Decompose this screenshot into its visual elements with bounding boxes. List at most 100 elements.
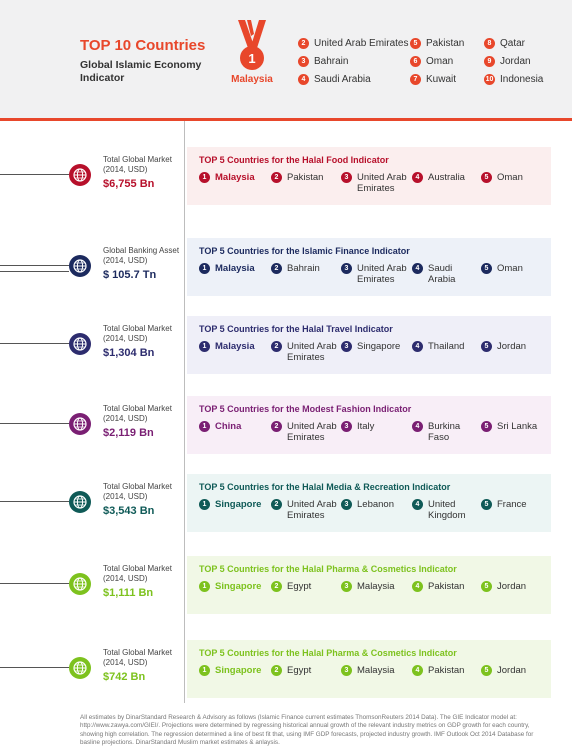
country-item: 3 United Arab Emirates xyxy=(341,263,409,285)
country-item: 2 Bahrain xyxy=(271,263,339,274)
country-name: China xyxy=(215,421,242,432)
medal-icon: 1 xyxy=(238,20,266,70)
sector-row: Total Global Market (2014, USD) $1,304 Bn… xyxy=(0,316,572,376)
country-item: 5 France xyxy=(481,499,541,510)
country-item: 2 Pakistan xyxy=(271,172,339,183)
connector-line xyxy=(0,174,69,175)
country-item: 5 Jordan xyxy=(481,341,541,352)
market-label: Total Global Market (2014, USD) xyxy=(103,564,172,583)
country-name: Bahrain xyxy=(287,263,320,274)
country-rank: 5 xyxy=(481,581,492,592)
country-rank: 2 xyxy=(271,665,282,676)
country-item: 4 Saudi Arabia xyxy=(412,263,480,285)
country-item: 3 Italy xyxy=(341,421,409,432)
medal-country: Malaysia xyxy=(231,74,273,85)
indicator-title: TOP 5 Countries for the Halal Food Indic… xyxy=(199,155,389,165)
header-divider xyxy=(0,118,572,121)
sector-row: Global Banking Asset (2014, USD) $ 105.7 … xyxy=(0,238,572,298)
country-rank: 1 xyxy=(199,263,210,274)
country-rank: 5 xyxy=(481,341,492,352)
connector-line xyxy=(0,265,69,266)
page-subtitle: Global Islamic Economy Indicator xyxy=(80,59,202,84)
country-name: Lebanon xyxy=(357,499,394,510)
indicator-title: TOP 5 Countries for the Modest Fashion I… xyxy=(199,404,412,414)
country-name: Burkina Faso xyxy=(428,421,461,443)
rank-number: 10 xyxy=(484,74,495,85)
rank-country: Bahrain xyxy=(314,56,349,67)
market-value: $742 Bn xyxy=(103,671,146,683)
market-value: $1,111 Bn xyxy=(103,587,154,599)
country-rank: 4 xyxy=(412,499,423,510)
indicator-title: TOP 5 Countries for the Halal Travel Ind… xyxy=(199,324,393,334)
medal-rank: 1 xyxy=(248,51,255,66)
country-item: 2 Egypt xyxy=(271,581,339,592)
country-rank: 4 xyxy=(412,263,423,274)
country-rank: 1 xyxy=(199,665,210,676)
sector-row: Total Global Market (2014, USD) $6,755 Bn… xyxy=(0,147,572,207)
country-rank: 2 xyxy=(271,581,282,592)
rank-country: United Arab Emirates xyxy=(314,38,409,49)
country-rank: 3 xyxy=(341,421,352,432)
rank-number: 4 xyxy=(298,74,309,85)
country-name: Oman xyxy=(497,263,523,274)
country-name: France xyxy=(497,499,527,510)
market-label: Total Global Market (2014, USD) xyxy=(103,648,172,667)
country-item: 1 Singapore xyxy=(199,499,267,510)
rank-number: 8 xyxy=(484,38,495,49)
country-item: 4 Thailand xyxy=(412,341,480,352)
rank-country: Saudi Arabia xyxy=(314,74,371,85)
country-name: Australia xyxy=(428,172,465,183)
country-item: 1 Singapore xyxy=(199,665,267,676)
sector-row: Total Global Market (2014, USD) $742 Bn TO… xyxy=(0,640,572,700)
globe-icon xyxy=(69,255,91,277)
indicator-panel: TOP 5 Countries for the Halal Travel Ind… xyxy=(187,316,551,374)
connector-line xyxy=(0,271,69,272)
rank-item: 2 United Arab Emirates xyxy=(298,38,409,49)
rank-number: 2 xyxy=(298,38,309,49)
country-rank: 5 xyxy=(481,421,492,432)
indicator-panel: TOP 5 Countries for the Islamic Finance … xyxy=(187,238,551,296)
country-name: Pakistan xyxy=(428,581,465,592)
country-item: 4 Pakistan xyxy=(412,665,480,676)
country-name: Jordan xyxy=(497,665,527,676)
country-name: United Arab Emirates xyxy=(287,341,337,363)
country-rank: 2 xyxy=(271,421,282,432)
market-value: $3,543 Bn xyxy=(103,505,155,517)
country-rank: 1 xyxy=(199,499,210,510)
country-name: Malaysia xyxy=(215,341,255,352)
rank-item: 3 Bahrain xyxy=(298,56,348,67)
country-name: Singapore xyxy=(215,499,262,510)
country-item: 5 Oman xyxy=(481,263,541,274)
country-rank: 3 xyxy=(341,263,352,274)
rank-country: Qatar xyxy=(500,38,526,49)
market-label: Total Global Market (2014, USD) xyxy=(103,155,172,174)
market-value: $2,119 Bn xyxy=(103,427,154,439)
country-rank: 5 xyxy=(481,172,492,183)
market-label: Global Banking Asset (2014, USD) xyxy=(103,246,180,265)
country-item: 1 Malaysia xyxy=(199,172,267,183)
country-item: 2 United Arab Emirates xyxy=(271,499,339,521)
country-name: Thailand xyxy=(428,341,465,352)
indicator-panel: TOP 5 Countries for the Halal Pharma & C… xyxy=(187,556,551,614)
country-name: Pakistan xyxy=(287,172,324,183)
country-name: Pakistan xyxy=(428,665,465,676)
indicator-panel: TOP 5 Countries for the Halal Food Indic… xyxy=(187,147,551,205)
country-item: 3 Singapore xyxy=(341,341,409,352)
indicator-panel: TOP 5 Countries for the Halal Media & Re… xyxy=(187,474,551,532)
country-name: United Arab Emirates xyxy=(287,421,337,443)
indicator-title: TOP 5 Countries for the Islamic Finance … xyxy=(199,246,410,256)
connector-line xyxy=(0,343,69,344)
country-rank: 2 xyxy=(271,341,282,352)
country-name: Malaysia xyxy=(357,665,395,676)
country-name: Jordan xyxy=(497,581,527,592)
country-name: United Arab Emirates xyxy=(357,172,407,194)
sector-row: Total Global Market (2014, USD) $3,543 Bn… xyxy=(0,474,572,534)
rank-number: 7 xyxy=(410,74,421,85)
indicator-title: TOP 5 Countries for the Halal Pharma & C… xyxy=(199,564,457,574)
country-item: 4 United Kingdom xyxy=(412,499,480,521)
country-name: United Kingdom xyxy=(428,499,466,521)
globe-icon xyxy=(69,413,91,435)
country-rank: 1 xyxy=(199,341,210,352)
country-rank: 3 xyxy=(341,172,352,183)
country-rank: 4 xyxy=(412,665,423,676)
